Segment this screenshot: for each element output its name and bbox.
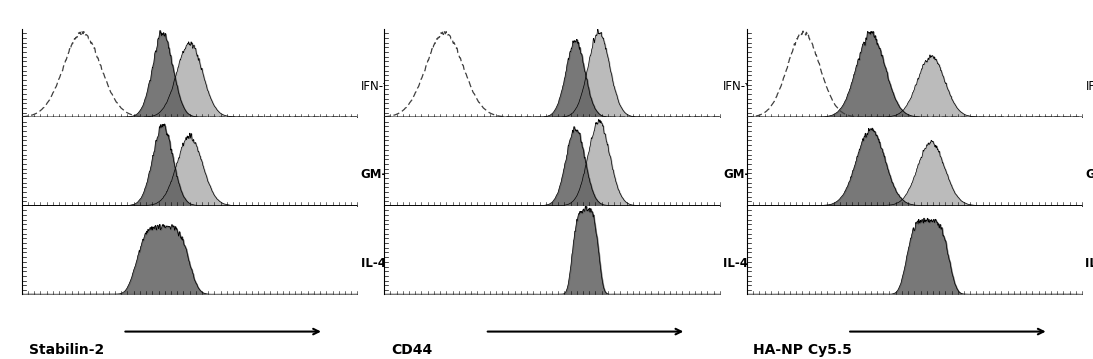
- Text: GM-CSF: GM-CSF: [724, 168, 775, 181]
- Text: CD44: CD44: [391, 343, 432, 357]
- Text: IL-4, Dex: IL-4, Dex: [724, 257, 783, 270]
- Text: IFN-γ: IFN-γ: [361, 80, 391, 93]
- Text: Stabilin-2: Stabilin-2: [28, 343, 104, 357]
- Text: GM-CSF: GM-CSF: [361, 168, 412, 181]
- Text: HA-NP Cy5.5: HA-NP Cy5.5: [753, 343, 853, 357]
- Text: IFN-γ: IFN-γ: [724, 80, 753, 93]
- Text: IFN-γ: IFN-γ: [1085, 80, 1093, 93]
- Text: GM-CSF: GM-CSF: [1085, 168, 1093, 181]
- Text: IL-4, Dex: IL-4, Dex: [361, 257, 420, 270]
- Text: IL-4, Dex: IL-4, Dex: [1085, 257, 1093, 270]
